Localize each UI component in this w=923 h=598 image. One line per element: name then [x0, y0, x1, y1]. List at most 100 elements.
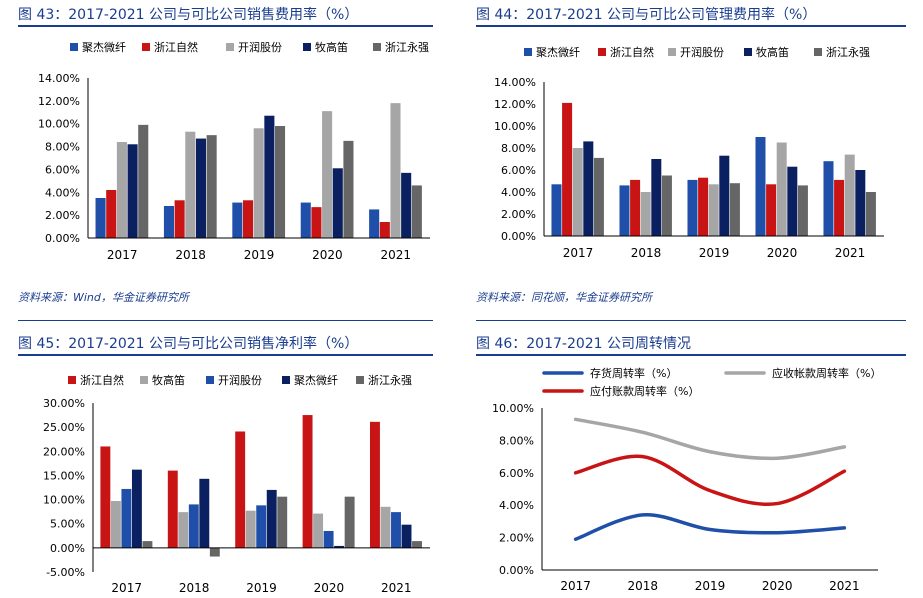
- bar: [195, 138, 207, 238]
- bar: [651, 159, 662, 236]
- chart-fig45: -5.00% 0.00% 5.00% 10.00% 15.00% 20.00% 25.00%…: [43, 373, 430, 595]
- legend-label: 浙江永强: [826, 45, 870, 59]
- chart-title: 图 45：2017-2021 公司与可比公司销售净利率（%）: [18, 336, 359, 352]
- bar: [332, 168, 343, 238]
- x-tick-label: 2019: [244, 248, 275, 262]
- legend-label: 牧高笛: [152, 373, 185, 387]
- bar: [797, 185, 808, 236]
- x-tick-label: 2020: [767, 246, 798, 260]
- y-tick-label: 0.00%: [45, 232, 80, 245]
- bar: [698, 177, 709, 236]
- bar: [369, 209, 380, 238]
- y-tick-label: 8.00%: [45, 141, 80, 154]
- bar: [391, 512, 401, 548]
- bar: [302, 415, 313, 548]
- legend-swatch: [70, 43, 78, 51]
- legend-swatch: [668, 48, 676, 56]
- bar: [311, 207, 322, 238]
- bar: [121, 488, 132, 548]
- x-tick-label: 2021: [835, 246, 866, 260]
- bar: [719, 155, 730, 236]
- bar: [630, 179, 641, 236]
- bar: [865, 192, 876, 236]
- y-tick-label: 0.00%: [499, 564, 534, 577]
- bar: [199, 478, 210, 548]
- bar: [142, 541, 153, 548]
- y-tick-label: 2.00%: [45, 209, 80, 222]
- panel-fig43: 图 43：2017-2021 公司与可比公司销售费用率（%） 0.00% 2.00…: [18, 4, 433, 304]
- legend-label: 牧高笛: [756, 45, 789, 59]
- y-tick-label: 30.00%: [43, 397, 85, 410]
- bar: [344, 496, 355, 548]
- y-tick-label: 10.00%: [43, 494, 85, 507]
- legend-label: 浙江永强: [385, 40, 429, 54]
- chart-fig44: 0.00% 2.00% 4.00% 6.00% 8.00% 10.00% 12.00% 14.…: [494, 45, 884, 260]
- legend-swatch: [814, 48, 822, 56]
- y-tick-label: 6.00%: [45, 163, 80, 176]
- bar: [379, 222, 390, 238]
- title-rule: [18, 354, 433, 356]
- bar: [411, 185, 422, 238]
- y-tick-label: 5.00%: [50, 518, 85, 531]
- x-tick-label: 2018: [175, 248, 206, 262]
- y-tick-label: 10.00%: [492, 402, 534, 415]
- y-tick-label: 8.00%: [499, 434, 534, 447]
- y-tick-label: -5.00%: [46, 566, 85, 579]
- legend-label: 牧高笛: [315, 40, 348, 54]
- legend-label: 开润股份: [238, 40, 282, 54]
- legend-label: 浙江自然: [610, 45, 654, 59]
- y-tick-label: 10.00%: [494, 120, 536, 133]
- bar: [323, 530, 334, 548]
- legend-label: 浙江自然: [80, 373, 124, 387]
- y-tick-label: 4.00%: [501, 186, 536, 199]
- y-tick-label: 0.00%: [50, 542, 85, 555]
- bar: [380, 506, 391, 548]
- bar: [138, 124, 149, 238]
- bar: [174, 200, 185, 238]
- bar: [188, 504, 199, 548]
- y-tick-label: 0.00%: [501, 230, 536, 243]
- bar: [844, 154, 855, 236]
- title-rule: [18, 25, 433, 27]
- bar: [277, 496, 288, 548]
- bar: [755, 137, 766, 236]
- legend-label: 存货周转率（%）: [590, 366, 677, 380]
- chart-fig43: 0.00% 2.00% 4.00% 6.00% 8.00% 10.00% 12.00% 14.…: [38, 40, 430, 262]
- divider: [18, 320, 433, 321]
- bar: [266, 489, 277, 548]
- legend-label: 开润股份: [680, 45, 724, 59]
- legend-label: 聚杰微纤: [536, 45, 580, 59]
- bar: [855, 170, 866, 236]
- bar: [185, 131, 196, 238]
- bar: [100, 446, 111, 548]
- divider: [476, 320, 906, 321]
- legend-swatch: [744, 48, 752, 56]
- x-tick-label: 2020: [312, 248, 343, 262]
- chart-title: 图 46：2017-2021 公司周转情况: [476, 336, 692, 352]
- bar: [729, 183, 740, 236]
- bar: [95, 198, 106, 238]
- x-tick-label: 2019: [246, 581, 277, 595]
- panel-fig44: 图 44：2017-2021 公司与可比公司管理费用率（%） 0.00% 2.00…: [476, 4, 906, 304]
- series-line: [573, 513, 847, 541]
- title-rule: [476, 25, 906, 27]
- bar: [593, 157, 604, 236]
- bar: [209, 547, 220, 557]
- bar: [116, 142, 127, 238]
- legend-swatch: [282, 376, 290, 384]
- bar: [619, 185, 630, 236]
- bar: [242, 200, 254, 238]
- legend-swatch: [356, 376, 364, 384]
- legend-swatch: [524, 48, 532, 56]
- y-tick-label: 25.00%: [43, 421, 85, 434]
- x-tick-label: 2018: [628, 579, 659, 593]
- x-tick-label: 2017: [563, 246, 594, 260]
- bar: [106, 190, 117, 238]
- legend-swatch: [68, 376, 76, 384]
- bar: [300, 202, 311, 238]
- bar: [834, 179, 845, 236]
- x-tick-label: 2019: [695, 579, 726, 593]
- bar: [178, 512, 189, 548]
- y-tick-label: 6.00%: [499, 467, 534, 480]
- panel-fig45: 图 45：2017-2021 公司与可比公司销售净利率（%） -5.00% 0.0…: [18, 333, 433, 598]
